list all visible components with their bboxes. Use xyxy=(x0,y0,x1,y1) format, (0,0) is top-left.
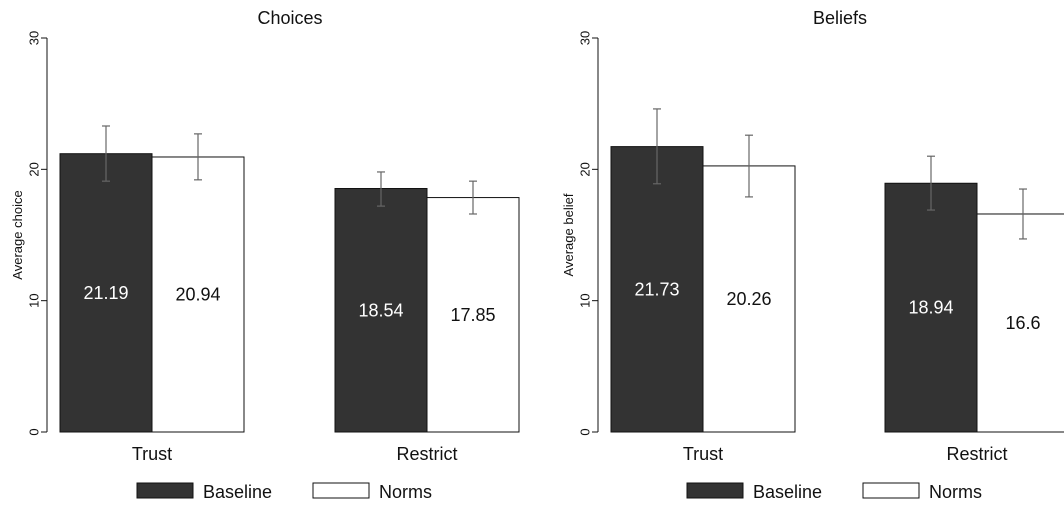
chart-title: Choices xyxy=(257,8,322,28)
legend-label-norms: Norms xyxy=(929,482,982,502)
legend-label-norms: Norms xyxy=(379,482,432,502)
legend-label-baseline: Baseline xyxy=(203,482,272,502)
legend-swatch-baseline xyxy=(136,482,194,499)
category-label-restrict: Restrict xyxy=(396,444,457,464)
y-tick-label: 30 xyxy=(26,31,41,45)
data-label-baseline-restrict: 18.54 xyxy=(358,300,403,320)
bar-baseline-restrict xyxy=(884,182,978,433)
y-tick-label: 30 xyxy=(577,31,592,45)
y-tick-label: 10 xyxy=(577,293,592,307)
y-axis-label: Average choice xyxy=(10,190,25,279)
y-tick-label: 20 xyxy=(577,162,592,176)
bar-norms-restrict xyxy=(976,213,1064,433)
bar-baseline-trust xyxy=(610,146,704,433)
y-axis-label: Average belief xyxy=(561,193,576,276)
bar-norms-trust xyxy=(151,156,245,433)
category-label-trust: Trust xyxy=(683,444,723,464)
data-label-baseline-trust: 21.73 xyxy=(634,279,679,299)
beliefs-legend: Baseline Norms xyxy=(686,482,982,502)
legend-label-baseline: Baseline xyxy=(753,482,822,502)
category-label-restrict: Restrict xyxy=(946,444,1007,464)
y-tick-label: 0 xyxy=(577,428,592,435)
data-label-norms-trust: 20.94 xyxy=(175,284,220,304)
beliefs-panel: Beliefs 0 10 20 30 Average belief 21.73 20.26 Tr… xyxy=(561,8,1064,464)
choices-legend: Baseline Norms xyxy=(136,482,432,502)
data-label-norms-restrict: 16.6 xyxy=(1005,313,1040,333)
bar-baseline-trust xyxy=(59,153,153,433)
legend-swatch-baseline xyxy=(686,482,744,499)
y-tick-label: 20 xyxy=(26,162,41,176)
data-label-norms-restrict: 17.85 xyxy=(450,305,495,325)
data-label-norms-trust: 20.26 xyxy=(726,289,771,309)
category-label-trust: Trust xyxy=(132,444,172,464)
chart-title: Beliefs xyxy=(813,8,867,28)
legend-swatch-norms xyxy=(862,482,920,499)
choices-panel: Choices 0 10 20 30 Average choice 21.19 20.94 Tr… xyxy=(10,8,520,464)
data-label-baseline-restrict: 18.94 xyxy=(908,298,953,318)
bar-baseline-restrict xyxy=(334,188,428,433)
data-label-baseline-trust: 21.19 xyxy=(83,283,128,303)
y-tick-label: 10 xyxy=(26,293,41,307)
y-tick-label: 0 xyxy=(26,428,41,435)
bar-norms-restrict xyxy=(426,197,520,433)
legend-swatch-norms xyxy=(312,482,370,499)
